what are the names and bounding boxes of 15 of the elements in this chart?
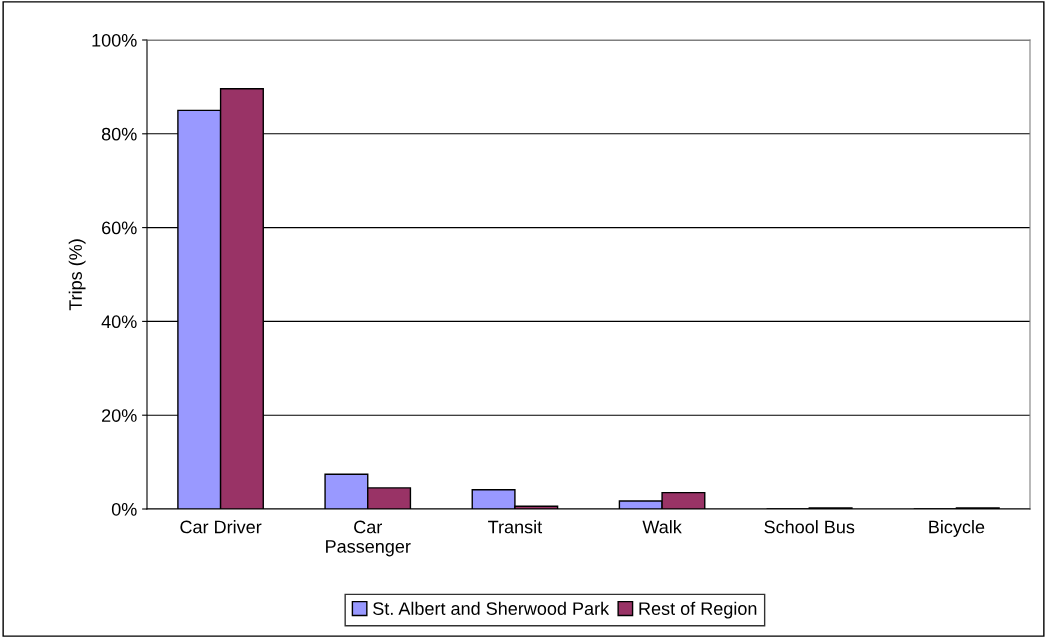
x-tick-label: School Bus [764,520,855,534]
y-axis-title: Trips (%) [68,239,86,311]
y-tick-label: 60% [102,221,137,235]
legend-label: St. Albert and Sherwood Park [373,601,610,615]
x-tick-label: Bicycle [929,520,985,537]
x-tick-label: Walk [642,520,682,534]
y-tick-label: 100% [92,33,137,47]
x-tick-label: Car Driver [180,520,262,534]
y-tick-label: 80% [101,127,137,141]
y-tick-label: 20% [102,409,137,422]
y-tick-label: 40% [101,315,137,329]
x-tick-label: Car Passenger [326,520,411,557]
legend-label: Rest of Region [639,601,757,619]
x-tick-label: Transit [488,520,543,534]
y-tick-label: 0% [111,502,137,516]
